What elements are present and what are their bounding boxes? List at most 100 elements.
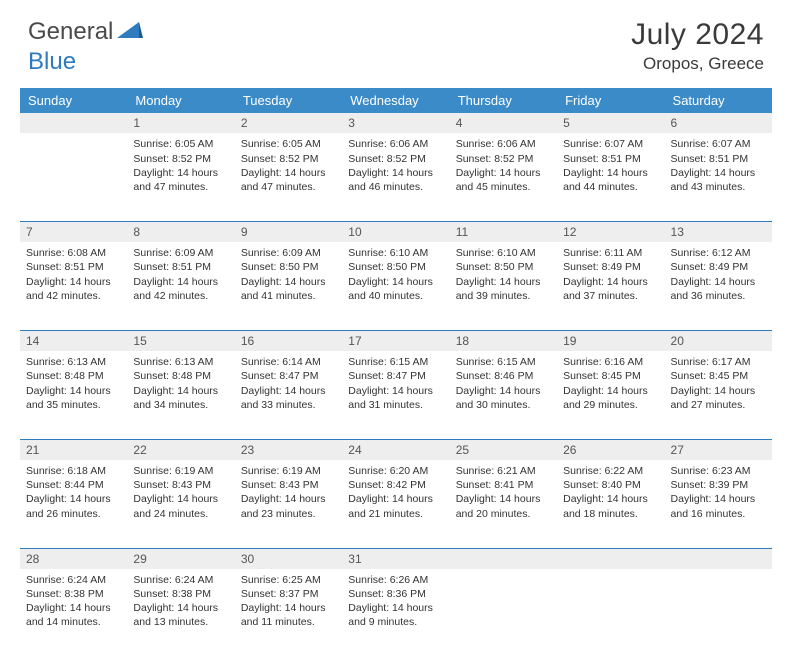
sunrise-line: Sunrise: 6:22 AM <box>563 464 658 478</box>
day-number-row: 21222324252627 <box>20 439 772 460</box>
day-cell <box>665 569 772 657</box>
day-cell: Sunrise: 6:06 AMSunset: 8:52 PMDaylight:… <box>342 133 449 221</box>
daylight-line: Daylight: 14 hours and 26 minutes. <box>26 492 121 520</box>
day-number-cell: 25 <box>450 439 557 460</box>
day-number-cell: 26 <box>557 439 664 460</box>
day-cell: Sunrise: 6:22 AMSunset: 8:40 PMDaylight:… <box>557 460 664 548</box>
day-number-cell: 5 <box>557 113 664 133</box>
day-cell: Sunrise: 6:09 AMSunset: 8:50 PMDaylight:… <box>235 242 342 330</box>
sunset-line: Sunset: 8:39 PM <box>671 478 766 492</box>
calendar-table: Sunday Monday Tuesday Wednesday Thursday… <box>20 88 772 657</box>
daylight-line: Daylight: 14 hours and 42 minutes. <box>133 275 228 303</box>
day-cell: Sunrise: 6:19 AMSunset: 8:43 PMDaylight:… <box>235 460 342 548</box>
sunrise-line: Sunrise: 6:24 AM <box>133 573 228 587</box>
day-number-row: 123456 <box>20 113 772 133</box>
day-cell: Sunrise: 6:15 AMSunset: 8:47 PMDaylight:… <box>342 351 449 439</box>
location-label: Oropos, Greece <box>631 54 764 74</box>
sunset-line: Sunset: 8:38 PM <box>133 587 228 601</box>
sunset-line: Sunset: 8:42 PM <box>348 478 443 492</box>
day-content-row: Sunrise: 6:24 AMSunset: 8:38 PMDaylight:… <box>20 569 772 657</box>
sunset-line: Sunset: 8:52 PM <box>456 152 551 166</box>
daylight-line: Daylight: 14 hours and 46 minutes. <box>348 166 443 194</box>
sunrise-line: Sunrise: 6:18 AM <box>26 464 121 478</box>
daylight-line: Daylight: 14 hours and 41 minutes. <box>241 275 336 303</box>
day-number-cell: 15 <box>127 330 234 351</box>
day-number-cell: 14 <box>20 330 127 351</box>
weekday-header: Monday <box>127 88 234 113</box>
day-number-cell: 19 <box>557 330 664 351</box>
daylight-line: Daylight: 14 hours and 45 minutes. <box>456 166 551 194</box>
day-cell: Sunrise: 6:11 AMSunset: 8:49 PMDaylight:… <box>557 242 664 330</box>
daylight-line: Daylight: 14 hours and 13 minutes. <box>133 601 228 629</box>
sunset-line: Sunset: 8:51 PM <box>671 152 766 166</box>
sunset-line: Sunset: 8:48 PM <box>133 369 228 383</box>
sunrise-line: Sunrise: 6:07 AM <box>671 137 766 151</box>
sunset-line: Sunset: 8:36 PM <box>348 587 443 601</box>
sunrise-line: Sunrise: 6:25 AM <box>241 573 336 587</box>
sunrise-line: Sunrise: 6:09 AM <box>241 246 336 260</box>
day-cell: Sunrise: 6:09 AMSunset: 8:51 PMDaylight:… <box>127 242 234 330</box>
daylight-line: Daylight: 14 hours and 36 minutes. <box>671 275 766 303</box>
daylight-line: Daylight: 14 hours and 16 minutes. <box>671 492 766 520</box>
daylight-line: Daylight: 14 hours and 21 minutes. <box>348 492 443 520</box>
sunrise-line: Sunrise: 6:10 AM <box>348 246 443 260</box>
sunrise-line: Sunrise: 6:13 AM <box>26 355 121 369</box>
weekday-header: Saturday <box>665 88 772 113</box>
sunrise-line: Sunrise: 6:19 AM <box>241 464 336 478</box>
daylight-line: Daylight: 14 hours and 27 minutes. <box>671 384 766 412</box>
day-cell: Sunrise: 6:06 AMSunset: 8:52 PMDaylight:… <box>450 133 557 221</box>
day-cell: Sunrise: 6:24 AMSunset: 8:38 PMDaylight:… <box>20 569 127 657</box>
sunrise-line: Sunrise: 6:24 AM <box>26 573 121 587</box>
day-number-cell: 24 <box>342 439 449 460</box>
sunrise-line: Sunrise: 6:11 AM <box>563 246 658 260</box>
day-cell: Sunrise: 6:20 AMSunset: 8:42 PMDaylight:… <box>342 460 449 548</box>
daylight-line: Daylight: 14 hours and 40 minutes. <box>348 275 443 303</box>
day-number-cell: 2 <box>235 113 342 133</box>
day-number-cell: 18 <box>450 330 557 351</box>
daylight-line: Daylight: 14 hours and 11 minutes. <box>241 601 336 629</box>
logo-subtext-row: Blue <box>28 48 76 76</box>
day-cell <box>20 133 127 221</box>
day-number-cell: 20 <box>665 330 772 351</box>
sunset-line: Sunset: 8:37 PM <box>241 587 336 601</box>
day-cell: Sunrise: 6:15 AMSunset: 8:46 PMDaylight:… <box>450 351 557 439</box>
daylight-line: Daylight: 14 hours and 47 minutes. <box>241 166 336 194</box>
header: General July 2024 Oropos, Greece <box>0 0 792 82</box>
weekday-header: Wednesday <box>342 88 449 113</box>
daylight-line: Daylight: 14 hours and 31 minutes. <box>348 384 443 412</box>
day-cell: Sunrise: 6:23 AMSunset: 8:39 PMDaylight:… <box>665 460 772 548</box>
daylight-line: Daylight: 14 hours and 44 minutes. <box>563 166 658 194</box>
daylight-line: Daylight: 14 hours and 39 minutes. <box>456 275 551 303</box>
day-number-cell: 11 <box>450 221 557 242</box>
sunrise-line: Sunrise: 6:07 AM <box>563 137 658 151</box>
day-number-cell: 9 <box>235 221 342 242</box>
sunrise-line: Sunrise: 6:23 AM <box>671 464 766 478</box>
daylight-line: Daylight: 14 hours and 18 minutes. <box>563 492 658 520</box>
sunrise-line: Sunrise: 6:08 AM <box>26 246 121 260</box>
weekday-header-row: Sunday Monday Tuesday Wednesday Thursday… <box>20 88 772 113</box>
sunset-line: Sunset: 8:52 PM <box>348 152 443 166</box>
sunset-line: Sunset: 8:49 PM <box>563 260 658 274</box>
day-cell <box>450 569 557 657</box>
sunrise-line: Sunrise: 6:15 AM <box>456 355 551 369</box>
sunrise-line: Sunrise: 6:06 AM <box>456 137 551 151</box>
daylight-line: Daylight: 14 hours and 24 minutes. <box>133 492 228 520</box>
day-number-cell: 7 <box>20 221 127 242</box>
daylight-line: Daylight: 14 hours and 9 minutes. <box>348 601 443 629</box>
sunset-line: Sunset: 8:47 PM <box>241 369 336 383</box>
day-cell: Sunrise: 6:13 AMSunset: 8:48 PMDaylight:… <box>127 351 234 439</box>
day-number-cell: 3 <box>342 113 449 133</box>
day-number-cell <box>665 548 772 569</box>
sunset-line: Sunset: 8:40 PM <box>563 478 658 492</box>
logo: General <box>28 18 145 46</box>
day-number-cell: 12 <box>557 221 664 242</box>
sunset-line: Sunset: 8:50 PM <box>241 260 336 274</box>
weekday-header: Sunday <box>20 88 127 113</box>
title-block: July 2024 Oropos, Greece <box>631 18 764 74</box>
day-number-row: 14151617181920 <box>20 330 772 351</box>
sunrise-line: Sunrise: 6:14 AM <box>241 355 336 369</box>
sunrise-line: Sunrise: 6:19 AM <box>133 464 228 478</box>
day-number-cell: 23 <box>235 439 342 460</box>
sunrise-line: Sunrise: 6:15 AM <box>348 355 443 369</box>
day-number-cell: 16 <box>235 330 342 351</box>
